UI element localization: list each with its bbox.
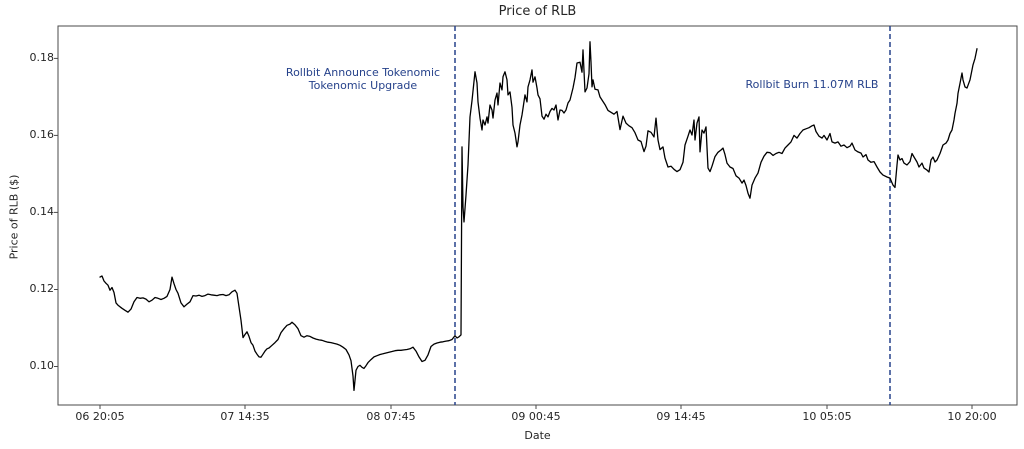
event-vlines	[454, 26, 891, 405]
y-tick-label: 0.10	[29, 359, 55, 373]
y-tick-label: 0.16	[29, 128, 55, 142]
axis-tick-marks	[54, 57, 973, 409]
x-tick-label: 09 14:45	[656, 410, 706, 423]
annotation-burn: Rollbit Burn 11.07M RLB	[745, 78, 879, 91]
plot-border-rect	[57, 25, 1018, 406]
y-tick-label: 0.12	[29, 282, 55, 296]
x-tick-label: 10 20:00	[947, 410, 997, 423]
plot-border	[57, 25, 1018, 406]
y-tick-label: 0.18	[29, 51, 55, 65]
annotation-tokenomic-upgrade: Rollbit Announce Tokenomic Tokenomic Upg…	[285, 66, 441, 92]
x-tick-label: 08 07:45	[366, 410, 416, 423]
x-axis-label: Date	[524, 429, 551, 442]
x-tick-label: 06 20:05	[75, 410, 125, 423]
chart-title: Price of RLB	[498, 4, 577, 19]
x-tick-label: 09 00:45	[511, 410, 561, 423]
y-tick-label: 0.14	[29, 205, 55, 219]
x-tick-label: 07 14:35	[220, 410, 270, 423]
x-tick-label: 10 05:05	[802, 410, 852, 423]
price-line	[99, 41, 978, 392]
price-line-series	[99, 41, 978, 392]
